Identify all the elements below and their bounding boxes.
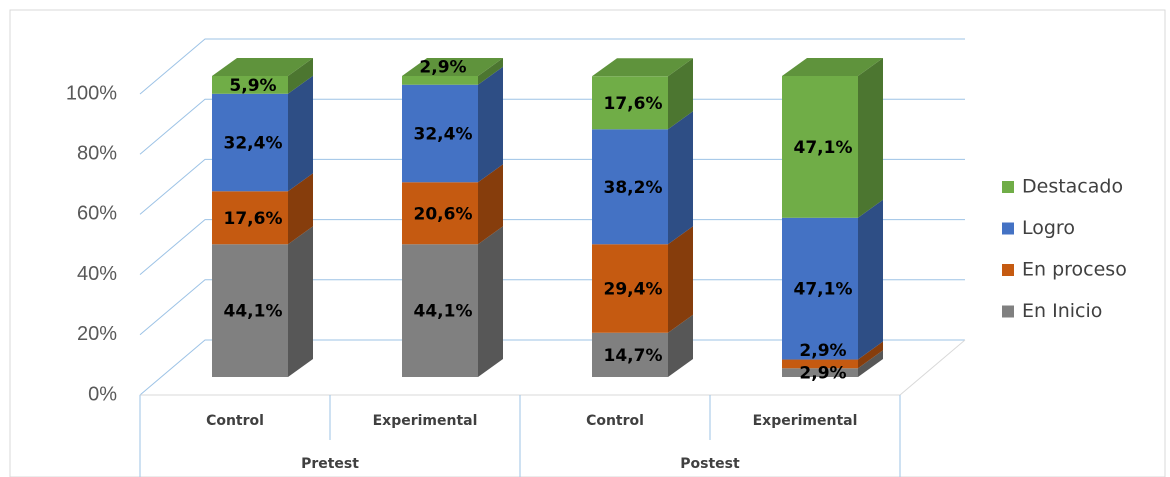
- bar-segment: [592, 244, 668, 333]
- bar-side: [858, 58, 883, 218]
- bar-segment: [212, 191, 288, 245]
- value-label: 32,4%: [224, 134, 283, 154]
- bar-side: [668, 314, 693, 377]
- bar-side: [478, 58, 503, 85]
- bar-side: [288, 58, 313, 94]
- legend-swatch: [1002, 305, 1014, 318]
- x-tick-label: Experimental: [753, 413, 858, 429]
- value-label: 29,4%: [604, 280, 663, 300]
- value-label: 2,9%: [799, 364, 846, 384]
- bar-side: [668, 111, 693, 245]
- bar-side: [858, 350, 883, 377]
- x-tick-label: Experimental: [373, 413, 478, 429]
- legend-label: En Inicio: [1022, 300, 1102, 322]
- x-tick-label: Control: [206, 413, 264, 429]
- y-tick-label: 100%: [66, 82, 117, 104]
- bar-top: [782, 58, 883, 76]
- bar-side: [478, 66, 503, 183]
- grid-line: [139, 219, 965, 275]
- value-label: 5,9%: [229, 76, 276, 96]
- legend-swatch: [1002, 264, 1014, 276]
- bar-segment: [212, 244, 288, 377]
- value-label: 17,6%: [604, 94, 663, 114]
- bar-segment: [402, 244, 478, 377]
- value-label: 14,7%: [604, 346, 663, 366]
- value-label: 47,1%: [794, 280, 853, 300]
- bar-segment: [782, 76, 858, 218]
- grid-line: [139, 339, 965, 396]
- legend-label: Logro: [1022, 217, 1075, 239]
- bar-side: [478, 164, 503, 245]
- value-label: 20,6%: [414, 204, 473, 224]
- y-tick-label: 0%: [88, 383, 117, 405]
- legend-swatch: [1002, 222, 1014, 235]
- group-label: Postest: [680, 456, 740, 472]
- y-tick-label: 80%: [77, 142, 117, 164]
- bar-segment: [592, 332, 668, 377]
- bar-side: [288, 173, 313, 245]
- bar-segment: [402, 84, 478, 183]
- y-tick-label: 20%: [77, 323, 117, 345]
- bar-side: [858, 341, 883, 369]
- value-label: 47,1%: [794, 138, 853, 158]
- bar-side: [668, 226, 693, 333]
- value-label: 2,9%: [419, 57, 466, 77]
- bar-side: [288, 226, 313, 377]
- bar-segment: [782, 368, 858, 377]
- bar-side: [288, 75, 313, 192]
- legend-label: En proceso: [1022, 259, 1127, 281]
- bar-segment: [212, 93, 288, 192]
- bar-segment: [402, 76, 478, 85]
- x-tick-label: Control: [586, 413, 644, 429]
- bar-side: [478, 226, 503, 377]
- bar-top: [592, 58, 693, 77]
- grid-line: [139, 279, 965, 336]
- value-label: 32,4%: [414, 124, 473, 144]
- value-label: 44,1%: [414, 302, 473, 322]
- grid-line: [139, 158, 965, 215]
- y-tick-label: 60%: [77, 203, 117, 225]
- value-label: 38,2%: [604, 178, 663, 198]
- legend-swatch: [1002, 181, 1014, 193]
- bar-segment: [592, 76, 668, 130]
- bar-top: [402, 58, 503, 76]
- bar-top: [212, 58, 313, 76]
- bar-segment: [782, 359, 858, 369]
- bar-segment: [402, 182, 478, 245]
- grid-line: [139, 38, 965, 95]
- bar-side: [858, 199, 883, 360]
- bar-segment: [212, 76, 288, 94]
- value-label: 44,1%: [224, 302, 283, 322]
- group-label: Pretest: [301, 456, 359, 472]
- legend-label: Destacado: [1022, 176, 1123, 198]
- chart-border: [9, 9, 1166, 477]
- bar-side: [668, 58, 693, 130]
- value-label: 17,6%: [224, 209, 283, 229]
- bar-segment: [782, 217, 858, 360]
- y-tick-label: 40%: [77, 263, 117, 285]
- value-label: 2,9%: [799, 341, 846, 361]
- bar-segment: [592, 129, 668, 245]
- grid-line: [139, 98, 965, 155]
